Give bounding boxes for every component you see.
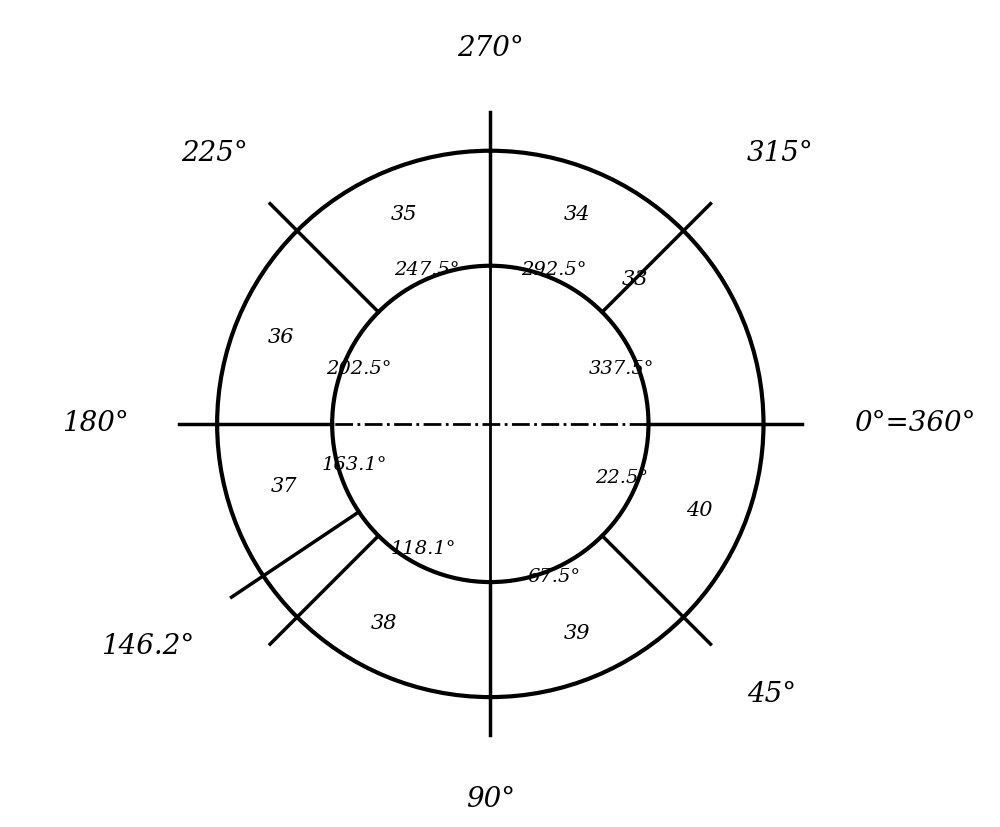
Text: 202.5°: 202.5° — [326, 361, 392, 379]
Text: 35: 35 — [390, 205, 417, 224]
Text: 180°: 180° — [62, 410, 128, 437]
Text: 37: 37 — [271, 477, 297, 496]
Text: 0°=360°: 0°=360° — [854, 410, 976, 437]
Text: 337.5°: 337.5° — [589, 361, 655, 379]
Text: 39: 39 — [564, 624, 590, 643]
Text: 90°: 90° — [466, 786, 515, 813]
Text: 315°: 315° — [747, 141, 814, 167]
Text: 270°: 270° — [457, 35, 524, 62]
Text: 67.5°: 67.5° — [527, 568, 580, 586]
Text: 45°: 45° — [747, 681, 796, 708]
Text: 247.5°: 247.5° — [394, 261, 460, 280]
Text: 163.1°: 163.1° — [321, 457, 387, 475]
Text: 34: 34 — [564, 205, 590, 224]
Text: 38: 38 — [370, 614, 397, 633]
Text: 33: 33 — [622, 270, 648, 289]
Text: 36: 36 — [268, 327, 294, 347]
Text: 40: 40 — [686, 501, 713, 520]
Text: 225°: 225° — [181, 141, 248, 167]
Text: 292.5°: 292.5° — [521, 261, 587, 280]
Text: 22.5°: 22.5° — [595, 470, 648, 487]
Text: 146.2°: 146.2° — [101, 633, 194, 660]
Text: 118.1°: 118.1° — [391, 541, 456, 558]
